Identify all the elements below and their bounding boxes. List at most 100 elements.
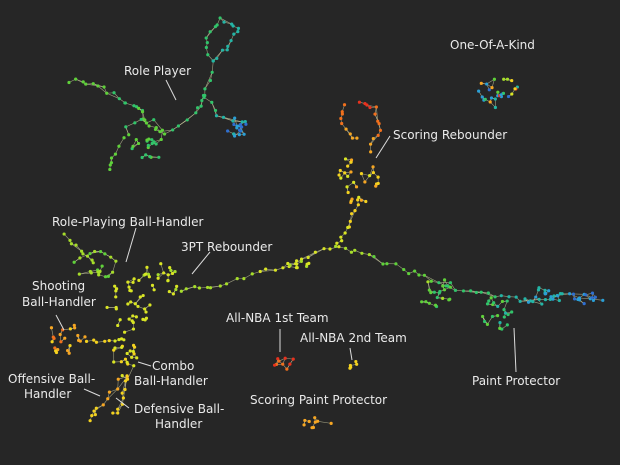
- graph-node: [166, 273, 170, 277]
- graph-edge: [219, 17, 232, 25]
- graph-node: [493, 97, 497, 101]
- graph-node: [131, 280, 135, 284]
- graph-node: [489, 296, 493, 300]
- graph-node: [342, 103, 347, 107]
- graph-node: [218, 284, 222, 288]
- graph-node: [481, 314, 485, 319]
- graph-node: [118, 318, 122, 322]
- defensive-ball-handler-leader: [115, 397, 130, 409]
- graph-node: [229, 38, 233, 43]
- graph-node: [78, 256, 82, 260]
- paint-protector-leader: [513, 327, 517, 373]
- graph-node: [567, 292, 572, 296]
- graph-node: [243, 120, 247, 124]
- graph-edge: [106, 92, 120, 99]
- graph-node: [505, 77, 510, 81]
- graph-node: [231, 24, 235, 28]
- graph-node: [526, 300, 531, 304]
- graph-node: [590, 296, 594, 300]
- graph-node: [337, 173, 341, 177]
- graph-node: [51, 335, 55, 339]
- graph-node: [299, 259, 303, 263]
- graph-node: [90, 414, 94, 418]
- graph-node: [103, 252, 107, 256]
- graph-node: [417, 273, 421, 277]
- graph-node: [111, 270, 115, 274]
- graph-node: [242, 277, 246, 281]
- graph-node: [305, 262, 309, 266]
- graph-node: [283, 356, 287, 360]
- graph-node: [543, 292, 547, 296]
- graph-node: [131, 144, 135, 148]
- graph-edge: [226, 40, 232, 50]
- graph-node: [204, 36, 208, 40]
- graph-node: [140, 155, 144, 160]
- graph-node: [493, 105, 497, 110]
- graph-node: [448, 285, 452, 289]
- graph-node: [349, 160, 353, 164]
- graph-node: [235, 124, 239, 128]
- all-nba-2nd-leader: [349, 347, 353, 361]
- graph-node: [170, 271, 175, 276]
- graph-node: [157, 155, 161, 159]
- graph-node: [117, 97, 121, 101]
- graph-node: [74, 77, 78, 81]
- graph-node: [242, 132, 246, 136]
- graph-node: [132, 104, 136, 108]
- graph-edge: [301, 251, 316, 260]
- graph-node: [153, 127, 158, 132]
- graph-node: [482, 319, 487, 324]
- graph-node: [131, 327, 136, 331]
- graph-node: [543, 298, 548, 302]
- graph-node: [572, 297, 577, 301]
- graph-node: [128, 349, 132, 353]
- graph-edge: [212, 49, 223, 62]
- graph-edge: [71, 243, 82, 252]
- graph-node: [93, 249, 97, 254]
- graph-edge: [97, 85, 107, 94]
- graph-node: [76, 338, 81, 343]
- graph-node: [422, 273, 427, 277]
- graph-node: [63, 336, 67, 340]
- graph-node: [453, 288, 458, 292]
- graph-node: [215, 56, 219, 60]
- label-three-pt-rebounder: 3PT Rebounder: [181, 240, 272, 254]
- graph-node: [122, 136, 126, 140]
- graph-node: [329, 421, 333, 425]
- graph-node: [427, 301, 431, 305]
- graph-node: [194, 111, 198, 115]
- graph-node: [106, 397, 110, 401]
- graph-node: [349, 250, 354, 254]
- graph-node: [113, 339, 117, 343]
- graph-node: [68, 327, 72, 331]
- graph-node: [131, 349, 135, 354]
- graph-node: [120, 374, 124, 378]
- graph-node: [232, 32, 236, 36]
- graph-node: [483, 97, 487, 101]
- three-pt-rebounder-leader: [191, 251, 211, 275]
- graph-node: [485, 82, 489, 86]
- graph-node: [99, 249, 103, 254]
- graph-node: [310, 426, 314, 430]
- graph-node: [343, 231, 347, 235]
- graph-node: [354, 185, 359, 189]
- graph-edge: [369, 254, 384, 265]
- graph-node: [117, 144, 121, 148]
- graph-node: [352, 180, 356, 184]
- graph-node: [144, 316, 149, 320]
- graph-node: [166, 278, 170, 283]
- graph-node: [365, 103, 369, 107]
- graph-node: [551, 297, 555, 301]
- graph-node: [369, 150, 373, 154]
- graph-node: [549, 295, 553, 299]
- graph-node: [346, 225, 350, 230]
- label-one-of-a-kind: One-Of-A-Kind: [450, 38, 535, 52]
- graph-node: [77, 272, 81, 276]
- graph-node: [231, 119, 235, 123]
- graph-node: [85, 254, 90, 258]
- graph-node: [571, 292, 576, 296]
- graph-node: [350, 212, 354, 216]
- graph-node: [474, 290, 478, 295]
- graph-node: [76, 333, 80, 338]
- graph-node: [211, 59, 215, 63]
